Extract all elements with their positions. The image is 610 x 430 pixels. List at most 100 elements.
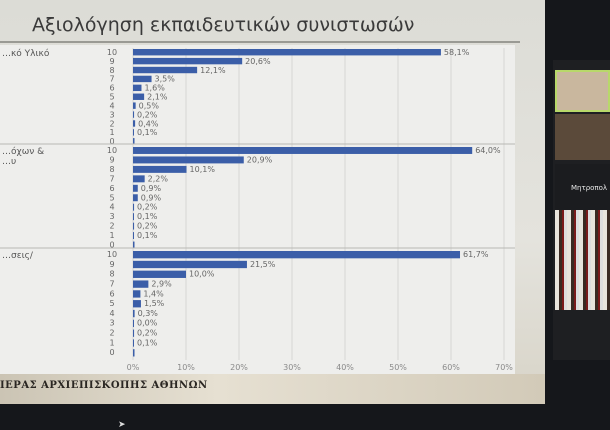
data-label: 0,9% [141, 193, 162, 202]
category-label: 10 [107, 146, 117, 155]
bar [133, 280, 149, 288]
bar [133, 57, 243, 65]
category-label: 6 [109, 84, 114, 93]
slide-footer: ΙΕΡΑΣ ΑΡΧΙΕΠΙΣΚΟΠΗΣ ΑΘΗΝΩΝ [0, 374, 545, 404]
category-label: 7 [109, 174, 114, 183]
group-label: …όχων & [2, 146, 44, 157]
category-label: 8 [109, 270, 114, 279]
bar [133, 147, 473, 154]
x-tick-label: 50% [389, 363, 407, 372]
category-label: 0 [109, 348, 114, 357]
data-label: 1,6% [144, 84, 165, 93]
data-label: 0,2% [137, 222, 158, 231]
bar [133, 290, 141, 298]
bar-chart: 0% 10% 20% 30% 40% 50% 60% 70%…κό Υλικό 10 58,1%9… [0, 48, 515, 372]
bar [133, 75, 152, 83]
data-label: 1,4% [143, 289, 164, 298]
bar [133, 194, 138, 202]
category-label: 10 [107, 48, 117, 57]
data-label: 2,1% [147, 93, 168, 102]
data-label: 0,9% [141, 184, 162, 193]
participant-video-active[interactable] [555, 70, 610, 112]
bar [133, 309, 135, 318]
bar [133, 251, 461, 259]
bar [133, 329, 135, 337]
bar [133, 165, 187, 173]
footer-text: ΙΕΡΑΣ ΑΡΧΙΕΠΙΣΚΟΠΗΣ ΑΘΗΝΩΝ [0, 380, 208, 391]
bar [133, 120, 136, 127]
category-label: 2 [109, 222, 114, 231]
participant-name: Μητροπολ [571, 184, 608, 192]
bar [133, 49, 441, 56]
category-label: 8 [109, 66, 114, 75]
data-label: 0,5% [139, 101, 160, 110]
data-label: 12,1% [200, 66, 226, 75]
bar [133, 232, 134, 240]
bar [133, 222, 135, 230]
bar [133, 184, 138, 192]
category-label: 5 [109, 93, 114, 102]
title-divider [0, 41, 520, 43]
data-label: 21,5% [250, 260, 276, 269]
category-label: 10 [107, 250, 117, 259]
category-label: 9 [109, 260, 114, 269]
data-label: 0,2% [137, 329, 158, 338]
bar [133, 156, 244, 164]
group-label: …κό Υλικό [2, 48, 50, 59]
category-label: 5 [109, 299, 114, 308]
category-label: 0 [109, 241, 114, 250]
data-label: 2,9% [151, 279, 172, 288]
bar [133, 349, 135, 357]
category-label: 5 [109, 193, 114, 202]
bar [133, 260, 247, 269]
bar [133, 93, 145, 100]
data-label: 58,1% [444, 48, 470, 57]
bar [133, 66, 198, 74]
data-label: 20,6% [245, 57, 271, 66]
category-label: 1 [109, 128, 114, 137]
category-label: 7 [109, 279, 114, 288]
bar [133, 213, 134, 221]
data-label: 0,4% [138, 119, 159, 128]
data-label: 0,0% [137, 319, 158, 328]
participant-video[interactable] [555, 210, 610, 310]
category-label: 3 [109, 319, 114, 328]
category-label: 1 [109, 338, 114, 347]
data-label: 10,0% [189, 270, 215, 279]
bar [133, 241, 135, 249]
bar [133, 111, 135, 118]
data-label: 2,2% [148, 174, 169, 183]
category-label: 9 [109, 155, 114, 164]
category-label: 7 [109, 75, 114, 84]
data-label: 0,1% [137, 212, 158, 221]
presentation-slide: Αξιολόγηση εκπαιδευτικών συνιστωσών 0% 10… [0, 0, 545, 404]
bar [133, 300, 141, 308]
data-label: 0,2% [137, 110, 158, 119]
data-label: 64,0% [475, 146, 501, 155]
data-label: 10,1% [190, 165, 216, 174]
mouse-cursor-icon: ➤ [118, 420, 126, 430]
data-label: 0,3% [138, 309, 159, 318]
category-label: 6 [109, 184, 114, 193]
data-label: 0,1% [137, 128, 158, 137]
bar [133, 319, 134, 328]
category-label: 6 [109, 289, 114, 298]
category-label: 9 [109, 57, 114, 66]
category-label: 4 [109, 101, 114, 110]
category-label: 1 [109, 231, 114, 240]
participant-tile-name-only[interactable]: Μητροπολ [555, 164, 610, 210]
data-label: 1,5% [144, 299, 165, 308]
bar [133, 203, 135, 211]
category-label: 4 [109, 309, 114, 318]
x-tick-label: 0% [127, 363, 140, 372]
category-label: 4 [109, 203, 114, 212]
bar [133, 129, 134, 136]
bar [133, 138, 135, 145]
x-tick-label: 40% [336, 363, 354, 372]
category-label: 0 [109, 137, 114, 146]
video-participants-panel: Μητροπολ [553, 60, 610, 360]
participant-video[interactable] [555, 114, 610, 160]
x-tick-label: 20% [230, 363, 248, 372]
bar [133, 175, 145, 183]
category-label: 2 [109, 329, 114, 338]
